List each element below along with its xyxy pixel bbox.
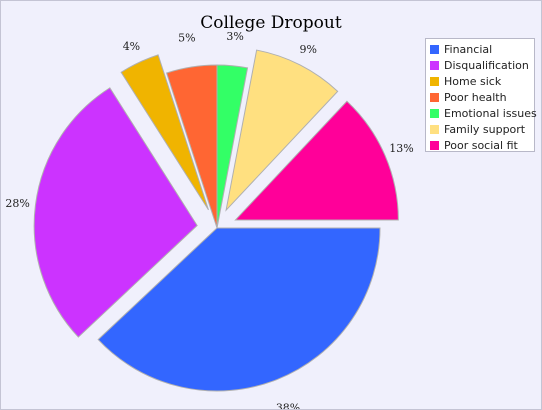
legend-label: Financial — [444, 42, 493, 56]
chart-title: College Dropout — [200, 13, 342, 33]
pie-slice-home-sick — [120, 54, 209, 211]
pie-slice-disqualification — [33, 87, 198, 338]
legend-item-home-sick: Home sick — [430, 73, 534, 89]
legend-label: Poor social fit — [444, 138, 518, 152]
legend-item-family-support: Family support — [430, 121, 534, 137]
legend-label: Home sick — [444, 74, 502, 88]
pie-slice-emotional-issues — [216, 64, 249, 229]
pie-slices — [33, 49, 399, 392]
pie-labels: 38% 28% 4% 5% 3% 9% 13% — [5, 30, 413, 409]
legend-item-disqualification: Disqualification — [430, 57, 534, 73]
legend: Financial Disqualification Home sick Poor h… — [425, 38, 537, 153]
pie-slice-family-support — [225, 49, 339, 212]
legend-swatch — [430, 92, 439, 102]
pie-label-family-support: 9% — [300, 43, 317, 56]
legend-label: Emotional issues — [444, 106, 537, 120]
legend-item-financial: Financial — [430, 41, 534, 57]
legend-swatch — [430, 60, 439, 70]
legend-swatch — [430, 140, 439, 150]
pie-label-financial: 38% — [276, 401, 300, 409]
legend-swatch — [430, 76, 439, 86]
pie-label-home-sick: 4% — [123, 40, 140, 53]
pie-label-disqualification: 28% — [5, 197, 29, 210]
legend-label: Family support — [444, 122, 526, 136]
legend-item-poor-health: Poor health — [430, 89, 534, 105]
legend-item-poor-social-fit: Poor social fit — [430, 137, 534, 153]
legend-label: Disqualification — [444, 58, 529, 72]
legend-item-emotional-issues: Emotional issues — [430, 105, 537, 121]
legend-swatch — [430, 124, 439, 134]
pie-label-poor-social-fit: 13% — [389, 142, 413, 155]
pie-label-poor-health: 5% — [178, 31, 195, 44]
legend-swatch — [430, 108, 439, 118]
pie-slice-poor-social-fit — [234, 100, 399, 221]
legend-swatch — [430, 44, 439, 54]
pie-label-emotional-issues: 3% — [226, 30, 243, 43]
pie-slice-financial — [97, 227, 381, 392]
legend-label: Poor health — [444, 90, 507, 104]
